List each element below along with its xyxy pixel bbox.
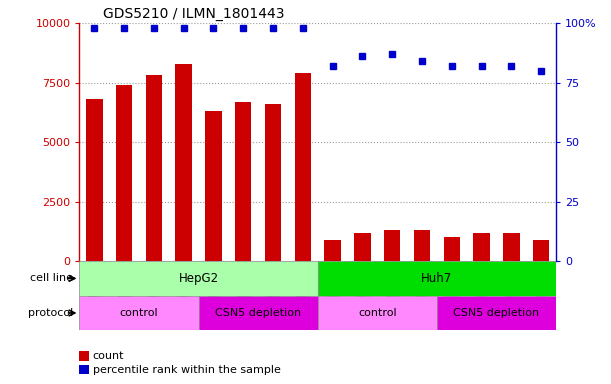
Text: control: control bbox=[120, 308, 158, 318]
Bar bbox=[79, 296, 199, 330]
Bar bbox=[175, 63, 192, 261]
Bar bbox=[414, 230, 430, 261]
Bar bbox=[265, 104, 281, 261]
Bar bbox=[444, 237, 460, 261]
Bar bbox=[235, 102, 252, 261]
Bar bbox=[205, 111, 222, 261]
Bar bbox=[354, 233, 371, 261]
Text: protocol: protocol bbox=[28, 308, 73, 318]
Text: CSN5 depletion: CSN5 depletion bbox=[453, 308, 540, 318]
Bar bbox=[86, 99, 103, 261]
Bar bbox=[295, 73, 311, 261]
Text: count: count bbox=[93, 351, 125, 361]
Text: percentile rank within the sample: percentile rank within the sample bbox=[93, 365, 280, 375]
Text: GDS5210 / ILMN_1801443: GDS5210 / ILMN_1801443 bbox=[103, 7, 285, 21]
Bar bbox=[199, 296, 318, 330]
Bar bbox=[324, 240, 341, 261]
Text: CSN5 depletion: CSN5 depletion bbox=[215, 308, 301, 318]
Bar bbox=[318, 261, 556, 296]
Text: control: control bbox=[358, 308, 397, 318]
Bar bbox=[503, 233, 519, 261]
Bar bbox=[318, 296, 437, 330]
Text: HepG2: HepG2 bbox=[178, 272, 219, 285]
Bar bbox=[145, 75, 162, 261]
Bar bbox=[533, 240, 549, 261]
Bar bbox=[384, 230, 400, 261]
Bar bbox=[474, 233, 490, 261]
Text: Huh7: Huh7 bbox=[421, 272, 453, 285]
Bar bbox=[79, 261, 318, 296]
Bar bbox=[437, 296, 556, 330]
Text: cell line: cell line bbox=[31, 273, 73, 283]
Bar bbox=[116, 85, 133, 261]
